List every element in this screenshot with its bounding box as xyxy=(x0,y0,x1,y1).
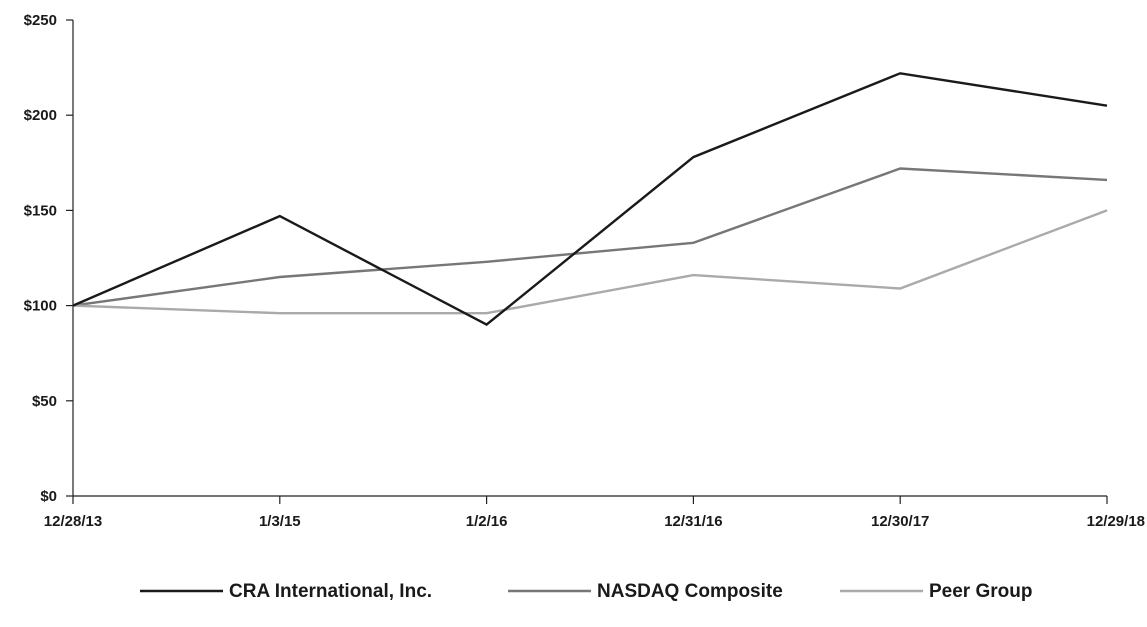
legend-label: CRA International, Inc. xyxy=(229,581,432,602)
x-tick-label: 12/30/17 xyxy=(871,513,929,530)
legend-label: Peer Group xyxy=(929,581,1032,602)
y-tick-label: $0 xyxy=(40,488,57,505)
x-tick-label: 12/29/18 xyxy=(1087,513,1145,530)
series-lines xyxy=(72,72,1108,327)
x-tick-label: 12/31/16 xyxy=(664,513,722,530)
legend: CRA International, Inc. NASDAQ Composite P… xyxy=(140,581,1032,602)
y-tick-label: $50 xyxy=(32,393,57,410)
legend-label: NASDAQ Composite xyxy=(597,581,783,602)
x-tick-label: 1/3/15 xyxy=(259,513,301,530)
y-tick-label: $100 xyxy=(24,298,57,315)
x-axis: 12/28/13 1/3/15 1/2/16 12/31/16 12/30/17 12/2… xyxy=(44,495,1145,530)
series-line-cra-international-inc xyxy=(72,72,1108,327)
y-tick-label: $250 xyxy=(24,12,57,29)
y-tick-label: $200 xyxy=(24,107,57,124)
x-tick-label: 1/2/16 xyxy=(466,513,508,530)
y-tick-label: $150 xyxy=(24,202,57,219)
y-axis: $0 $50 $100 $150 $200 $250 xyxy=(24,12,74,505)
series-line-nasdaq-composite xyxy=(72,167,1108,307)
series-line-peer-group xyxy=(72,209,1108,315)
x-tick-label: 12/28/13 xyxy=(44,513,102,530)
